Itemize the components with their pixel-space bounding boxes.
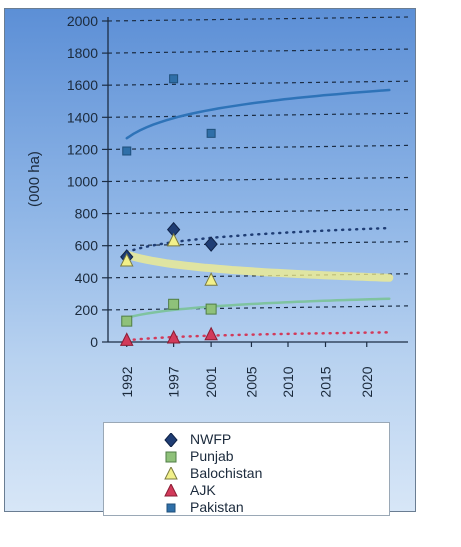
x-tick-label: 2015 bbox=[318, 366, 334, 397]
legend-marker-balochistan bbox=[164, 466, 178, 479]
y-tick-label: 2000 bbox=[67, 13, 98, 29]
trend-line-ajk bbox=[125, 331, 391, 342]
trend-line-balochistan bbox=[122, 250, 394, 282]
y-tick-label: 600 bbox=[75, 238, 99, 254]
legend-marker-icon bbox=[164, 432, 178, 447]
x-tick-label: 1997 bbox=[166, 366, 182, 397]
legend-marker-icon bbox=[166, 503, 176, 512]
legend-marker-punjab bbox=[165, 451, 177, 462]
marker-pakistan bbox=[169, 74, 179, 84]
legend-marker-ajk bbox=[164, 483, 178, 496]
legend-marker-nwfp bbox=[164, 432, 178, 447]
marker-balochistan bbox=[166, 232, 181, 247]
y-tick-label: 1600 bbox=[67, 77, 98, 93]
gridline bbox=[107, 80, 409, 86]
gridline bbox=[107, 16, 409, 22]
legend-label: NWFP bbox=[190, 431, 232, 447]
y-tick-label: 800 bbox=[75, 206, 99, 222]
y-tick-label: 1800 bbox=[67, 45, 98, 61]
gridline bbox=[107, 241, 409, 247]
marker-punjab bbox=[205, 303, 217, 315]
marker-balochistan bbox=[119, 252, 134, 267]
marker-ajk bbox=[166, 329, 181, 344]
y-tick-label: 1000 bbox=[67, 174, 98, 190]
marker-ajk bbox=[204, 326, 218, 341]
marker-balochistan bbox=[204, 272, 218, 286]
marker-nwfp bbox=[204, 236, 218, 252]
gridline bbox=[107, 209, 409, 215]
legend-marker-icon bbox=[165, 451, 177, 462]
y-tick-label: 400 bbox=[75, 270, 99, 286]
marker-punjab bbox=[168, 298, 180, 310]
gridline bbox=[107, 305, 409, 311]
legend-label: Pakistan bbox=[190, 499, 244, 515]
x-tick-label: 2001 bbox=[203, 366, 219, 397]
trend-line-nwfp bbox=[125, 226, 391, 254]
legend-item: NWFP bbox=[164, 431, 389, 448]
x-tick-label: 1992 bbox=[119, 366, 135, 397]
legend-label: AJK bbox=[190, 482, 216, 498]
marker-punjab bbox=[121, 315, 133, 327]
y-axis-label: (000 ha) bbox=[26, 151, 43, 207]
y-tick-label: 1200 bbox=[67, 141, 98, 157]
gridline bbox=[107, 176, 409, 183]
legend-label: Punjab bbox=[190, 448, 234, 464]
chart-svg: 0 200 400 600 800 1000 1200 1400 1600 1800 2000 199… bbox=[26, 13, 409, 398]
legend: NWFP Punjab Balochistan AJK Pakistan bbox=[103, 422, 390, 516]
marker-ajk bbox=[119, 332, 134, 346]
x-tick-label: 2020 bbox=[359, 366, 375, 397]
y-tick-label: 200 bbox=[75, 302, 99, 318]
legend-marker-pakistan bbox=[166, 503, 176, 512]
legend-label: Balochistan bbox=[190, 465, 263, 481]
legend-item: Pakistan bbox=[164, 499, 389, 516]
trend-line-pakistan bbox=[125, 88, 391, 140]
x-tick-label: 2005 bbox=[243, 366, 259, 397]
legend-item: Balochistan bbox=[164, 465, 389, 482]
chart-frame: 0 200 400 600 800 1000 1200 1400 1600 1800 2000 199… bbox=[4, 8, 416, 516]
gridline bbox=[107, 144, 409, 150]
legend-marker-icon bbox=[164, 466, 178, 479]
legend-marker-icon bbox=[164, 483, 178, 496]
marker-pakistan bbox=[206, 128, 216, 138]
gridline bbox=[107, 112, 409, 118]
gridline bbox=[107, 48, 409, 54]
y-tick-label: 0 bbox=[90, 334, 98, 350]
y-tick-label: 1400 bbox=[67, 109, 98, 125]
legend-item: AJK bbox=[164, 482, 389, 499]
trend-line-punjab bbox=[125, 297, 391, 320]
marker-pakistan bbox=[122, 146, 132, 156]
legend-item: Punjab bbox=[164, 448, 389, 465]
x-tick-label: 2010 bbox=[280, 366, 296, 397]
